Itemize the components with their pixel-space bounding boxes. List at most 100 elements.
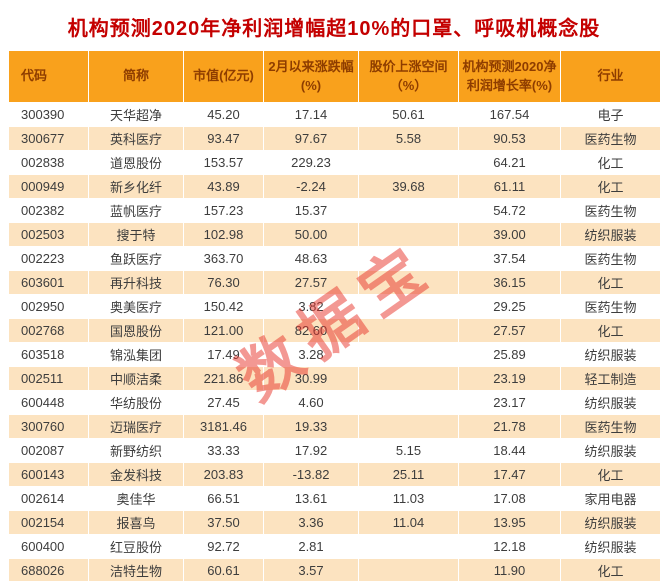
cell: 43.89 [183,174,264,199]
cell: 39.00 [458,222,561,247]
cell: 300390 [8,102,89,127]
cell: -13.82 [263,462,359,487]
table-row: 600143 金发科技 203.83 -13.82 25.11 17.47 化工 [8,462,661,487]
cell: 300677 [8,126,89,151]
cell: 化工 [560,270,661,295]
cell: 27.45 [183,390,264,415]
cell: 华纺股份 [88,390,184,415]
column-header: 简称 [88,50,184,103]
cell: 3.28 [263,342,359,367]
table-row: 688026 洁特生物 60.61 3.57 11.90 化工 [8,558,661,581]
cell: 17.14 [263,102,359,127]
cell: 37.50 [183,510,264,535]
cell: 医药生物 [560,198,661,223]
table-row: 002223 鱼跃医疗 363.70 48.63 37.54 医药生物 [8,246,661,271]
cell: 国恩股份 [88,318,184,343]
cell: 150.42 [183,294,264,319]
cell [358,414,459,439]
cell: 221.86 [183,366,264,391]
cell: 002223 [8,246,89,271]
cell: 搜于特 [88,222,184,247]
cell: 002503 [8,222,89,247]
cell [358,318,459,343]
cell: 蓝帆医疗 [88,198,184,223]
cell: 化工 [560,174,661,199]
cell: 600143 [8,462,89,487]
column-header: 代码 [8,50,89,103]
cell: 新野纺织 [88,438,184,463]
cell: 11.90 [458,558,561,581]
cell: 300760 [8,414,89,439]
cell [358,390,459,415]
cell [358,222,459,247]
header-row: 代码 简称 市值(亿元) 2月以来涨跌幅(%) 股价上涨空间（%） 机构预测2020净利润… [8,50,661,103]
cell: 002950 [8,294,89,319]
cell [358,342,459,367]
cell: 19.33 [263,414,359,439]
column-header: 2月以来涨跌幅(%) [263,50,359,103]
page-title: 机构预测2020年净利润增幅超10%的口罩、呼吸机概念股 [67,18,601,40]
table-row: 002382 蓝帆医疗 157.23 15.37 54.72 医药生物 [8,198,661,223]
table-row: 002768 国恩股份 121.00 82.60 27.57 化工 [8,318,661,343]
column-header: 行业 [560,50,661,103]
table-row: 002511 中顺洁柔 221.86 30.99 23.19 轻工制造 [8,366,661,391]
cell: 红豆股份 [88,534,184,559]
cell [358,270,459,295]
cell: 30.99 [263,366,359,391]
cell: 92.72 [183,534,264,559]
cell: 纺织服装 [560,438,661,463]
table-row: 002154 报喜鸟 37.50 3.36 11.04 13.95 纺织服装 [8,510,661,535]
cell: 2.81 [263,534,359,559]
cell: 93.47 [183,126,264,151]
table-row: 603518 锦泓集团 17.49 3.28 25.89 纺织服装 [8,342,661,367]
cell: 11.03 [358,486,459,511]
cell: 3181.46 [183,414,264,439]
column-header: 股价上涨空间（%） [358,50,459,103]
cell: 道恩股份 [88,150,184,175]
cell: 4.60 [263,390,359,415]
table-row: 300390 天华超净 45.20 17.14 50.61 167.54 电子 [8,102,661,127]
table-row: 002503 搜于特 102.98 50.00 39.00 纺织服装 [8,222,661,247]
cell: 纺织服装 [560,390,661,415]
cell: 医药生物 [560,414,661,439]
cell: 15.37 [263,198,359,223]
cell [358,534,459,559]
cell: 纺织服装 [560,534,661,559]
cell: 医药生物 [560,126,661,151]
cell: 化工 [560,462,661,487]
cell: 金发科技 [88,462,184,487]
cell: 76.30 [183,270,264,295]
table-row: 300677 英科医疗 93.47 97.67 5.58 90.53 医药生物 [8,126,661,151]
cell: 12.18 [458,534,561,559]
table-row: 300760 迈瑞医疗 3181.46 19.33 21.78 医药生物 [8,414,661,439]
cell: 000949 [8,174,89,199]
cell: 600448 [8,390,89,415]
cell: 82.60 [263,318,359,343]
cell: 48.63 [263,246,359,271]
cell: 25.89 [458,342,561,367]
cell: 27.57 [263,270,359,295]
cell: 54.72 [458,198,561,223]
cell: 化工 [560,558,661,581]
cell: 17.49 [183,342,264,367]
cell: 鱼跃医疗 [88,246,184,271]
cell [358,150,459,175]
cell: 229.23 [263,150,359,175]
table-row: 002614 奥佳华 66.51 13.61 11.03 17.08 家用电器 [8,486,661,511]
cell: 纺织服装 [560,222,661,247]
stock-table: 代码 简称 市值(亿元) 2月以来涨跌幅(%) 股价上涨空间（%） 机构预测2020净利润… [8,50,661,581]
cell: 002768 [8,318,89,343]
table-row: 002838 道恩股份 153.57 229.23 64.21 化工 [8,150,661,175]
cell: 27.57 [458,318,561,343]
table-row: 600448 华纺股份 27.45 4.60 23.17 纺织服装 [8,390,661,415]
cell: 洁特生物 [88,558,184,581]
cell: 医药生物 [560,246,661,271]
cell: 17.92 [263,438,359,463]
cell: 603601 [8,270,89,295]
cell: 002511 [8,366,89,391]
table-row: 600400 红豆股份 92.72 2.81 12.18 纺织服装 [8,534,661,559]
cell: 新乡化纤 [88,174,184,199]
cell: 中顺洁柔 [88,366,184,391]
cell: 化工 [560,150,661,175]
cell: 家用电器 [560,486,661,511]
